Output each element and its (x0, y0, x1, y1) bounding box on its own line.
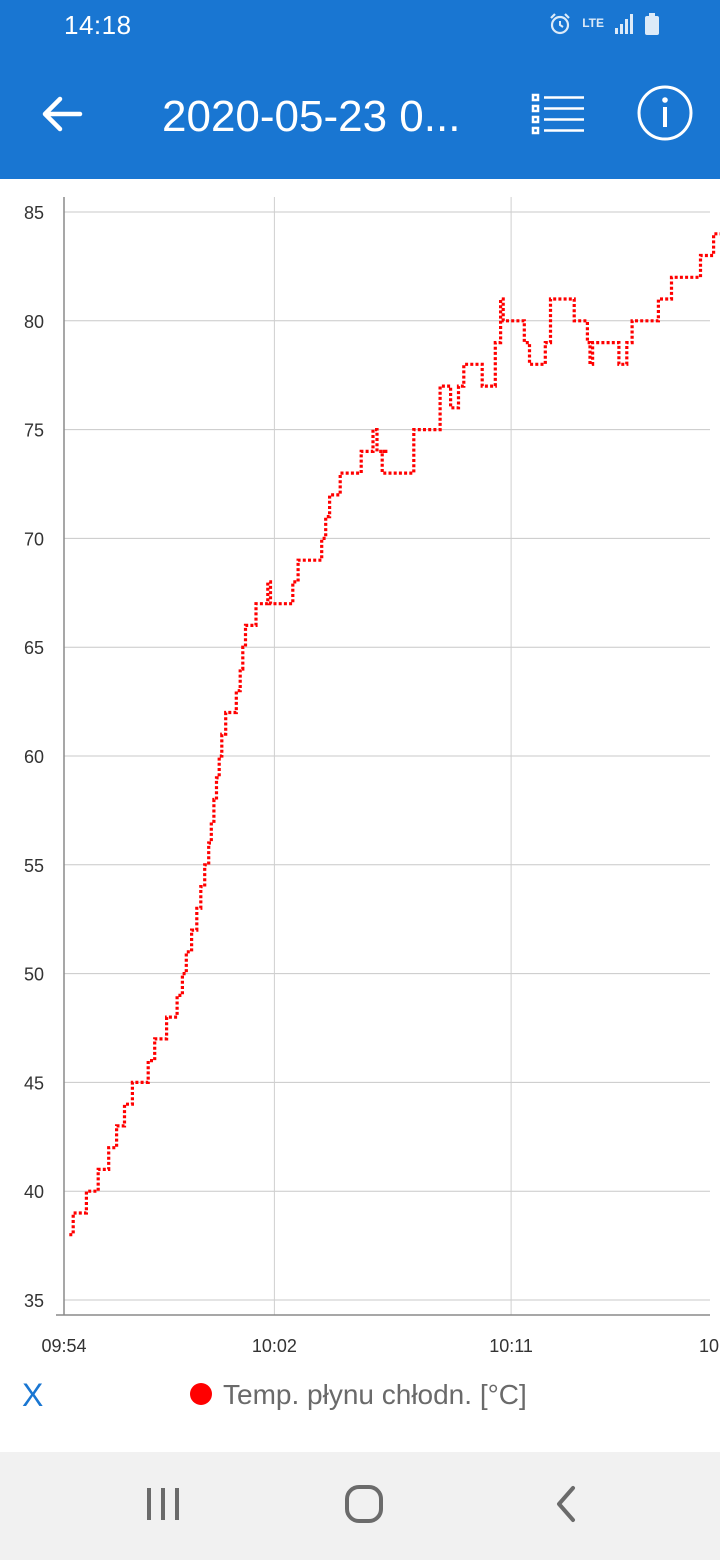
page-title: 2020-05-23 0... (162, 92, 461, 141)
legend-color-dot (190, 1383, 212, 1405)
x-tick-label: 09:54 (41, 1336, 86, 1356)
status-time: 14:18 (64, 10, 132, 40)
info-button[interactable] (636, 84, 694, 147)
alarm-icon (548, 12, 572, 41)
back-nav-button[interactable] (526, 1476, 606, 1536)
arrow-left-icon (40, 94, 84, 139)
x-tick-label: 10:02 (252, 1336, 297, 1356)
y-tick-label: 60 (24, 747, 44, 767)
list-button[interactable] (528, 90, 588, 142)
recent-apps-icon (143, 1486, 183, 1527)
y-tick-label: 40 (24, 1182, 44, 1202)
battery-icon (644, 12, 660, 41)
chart-area[interactable]: 35 40 45 50 55 60 65 70 75 80 85 09:54 10:02 10:11 10:… (0, 179, 720, 1369)
temperature-chart[interactable]: 35 40 45 50 55 60 65 70 75 80 85 09:54 10:02 10:11 10:… (0, 179, 720, 1369)
lte-icon: LTE (582, 16, 604, 30)
back-button[interactable] (36, 90, 88, 142)
y-tick-label: 85 (24, 203, 44, 223)
signal-icon (614, 13, 634, 40)
home-icon (344, 1484, 384, 1529)
series-line (69, 232, 720, 1237)
y-tick-label: 65 (24, 638, 44, 658)
info-icon (636, 84, 694, 147)
back-nav-icon (551, 1484, 581, 1529)
status-bar: 14:18 LTE (0, 0, 720, 52)
recent-apps-button[interactable] (123, 1476, 203, 1536)
y-tick-label: 35 (24, 1291, 44, 1311)
system-nav-bar (0, 1452, 720, 1560)
y-tick-label: 75 (24, 421, 44, 441)
y-tick-label: 70 (24, 529, 44, 549)
y-tick-label: 55 (24, 856, 44, 876)
legend-row: X Temp. płynu chłodn. [°C] (0, 1369, 720, 1429)
legend-series-label[interactable]: Temp. płynu chłodn. [°C] (223, 1379, 527, 1410)
x-axis-toggle[interactable]: X (22, 1377, 44, 1413)
home-button[interactable] (324, 1476, 404, 1536)
y-tick-label: 50 (24, 965, 44, 985)
app-bar: 2020-05-23 0... (0, 52, 720, 179)
y-tick-label: 80 (24, 312, 44, 332)
x-tick-label: 10:11 (489, 1336, 533, 1356)
status-icons: LTE (548, 12, 660, 40)
list-icon (530, 92, 586, 141)
x-tick-label: 10:19 (699, 1336, 720, 1356)
y-tick-label: 45 (24, 1073, 44, 1093)
